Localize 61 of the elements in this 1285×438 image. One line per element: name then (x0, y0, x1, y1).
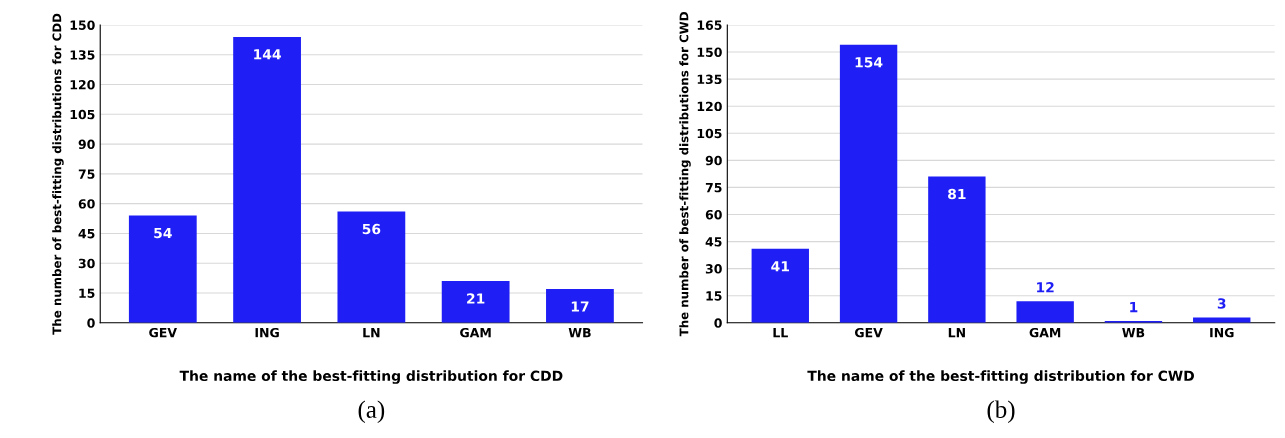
data-label: 1 (1130, 302, 1138, 313)
x-tick-label: LN (363, 328, 380, 338)
y-tick-label: 165 (697, 20, 722, 30)
y-tick-label: 30 (705, 264, 722, 274)
y-tick-label: 0 (714, 318, 722, 328)
x-tick-label: WB (568, 328, 591, 338)
data-label: 144 (254, 49, 281, 60)
x-tick-label: GEV (149, 327, 177, 338)
y-tick-label: 60 (705, 209, 722, 220)
y-tick-label: 75 (78, 169, 95, 179)
x-tick-label: ING (255, 327, 279, 338)
y-tick-label: 105 (697, 128, 722, 139)
y-tick-label: 75 (705, 183, 722, 193)
data-label: 3 (1217, 298, 1226, 309)
y-tick-label: 135 (70, 50, 95, 60)
x-tick-label: LL (773, 328, 788, 338)
y-tick-label: 15 (706, 291, 722, 301)
data-label: 12 (1037, 281, 1054, 293)
y-tick-label: 90 (78, 139, 95, 150)
bar (128, 215, 197, 323)
bar (928, 176, 986, 323)
y-tick-label: 150 (70, 20, 95, 30)
y-tick-label: 60 (78, 199, 95, 209)
x-tick-label: GAM (460, 327, 491, 338)
bar (546, 289, 614, 323)
data-label: 154 (855, 57, 883, 68)
y-tick-label: 45 (705, 237, 722, 247)
bar (1193, 317, 1251, 323)
text: (b) (987, 400, 1015, 424)
x-axis-title: The name of the best-fitting distribution for CDD (179, 370, 563, 384)
data-label: 56 (362, 223, 381, 235)
y-tick-label: 120 (697, 101, 722, 112)
y-tick-label: 0 (87, 318, 95, 328)
x-tick-label: LN (948, 328, 965, 338)
bar (441, 281, 510, 323)
bar (233, 36, 301, 323)
bar (1016, 301, 1074, 323)
bar (751, 248, 809, 323)
x-tick-label: GAM (1029, 327, 1061, 338)
y-axis-title: The number of best-fitting distributions for CWD (679, 12, 691, 337)
data-label: 21 (467, 293, 485, 304)
y-tick-label: 150 (697, 47, 722, 57)
x-tick-label: WB (1122, 328, 1145, 338)
y-tick-label: 120 (70, 80, 95, 90)
y-tick-label: 30 (78, 258, 95, 269)
x-tick-label: ING (1210, 327, 1234, 338)
bar (337, 211, 406, 323)
data-label: 17 (571, 301, 589, 312)
data-label: 41 (771, 261, 789, 272)
data-label: 81 (948, 188, 966, 200)
x-tick-label: GEV (854, 327, 883, 338)
bar (839, 44, 898, 323)
y-tick-label: 105 (70, 109, 95, 120)
y-tick-label: 90 (705, 155, 722, 166)
y-tick-label: 135 (697, 74, 722, 85)
x-axis-title: The name of the best-fitting distribution for CWD (807, 370, 1194, 384)
y-axis-title: The number of best-fitting distributions for CDD (52, 13, 64, 335)
y-tick-label: 45 (78, 229, 95, 239)
text: (a) (358, 400, 385, 424)
data-label: 54 (154, 227, 172, 239)
y-tick-label: 15 (79, 288, 95, 298)
